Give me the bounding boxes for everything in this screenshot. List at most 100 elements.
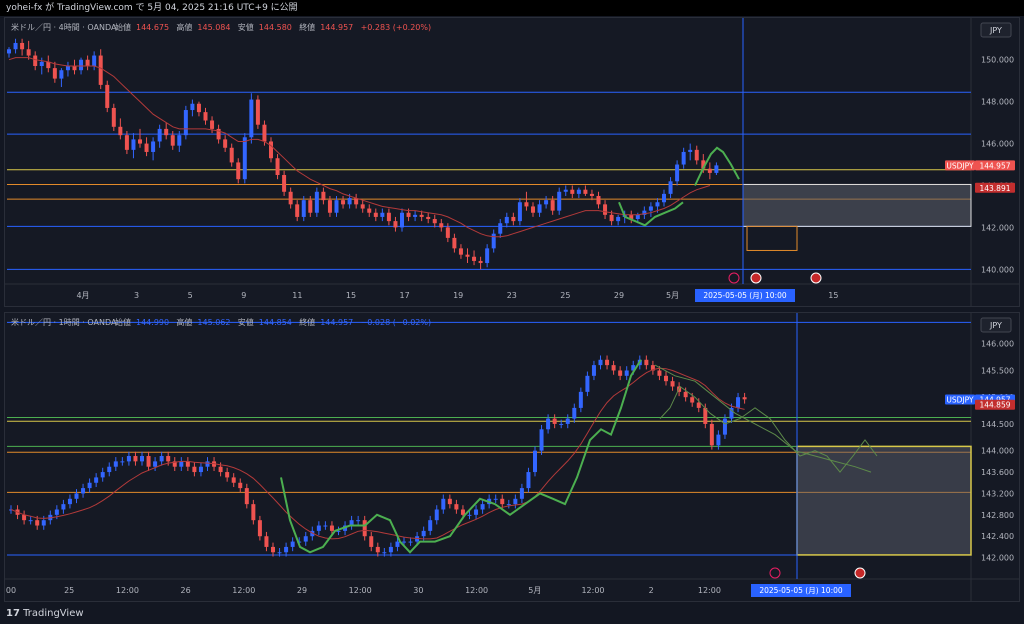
candle-body[interactable]: [225, 472, 230, 478]
candle-body[interactable]: [694, 149, 699, 161]
candle-body[interactable]: [609, 214, 614, 222]
candle-body[interactable]: [474, 509, 479, 515]
candle-body[interactable]: [402, 541, 406, 543]
candle-body[interactable]: [589, 193, 594, 196]
candle-body[interactable]: [434, 509, 439, 521]
candle-body[interactable]: [380, 212, 385, 217]
candle-body[interactable]: [703, 407, 708, 424]
candle-body[interactable]: [262, 124, 267, 142]
candle-body[interactable]: [618, 370, 623, 376]
candle-body[interactable]: [552, 418, 557, 424]
candle-body[interactable]: [203, 112, 208, 121]
candle-body[interactable]: [244, 488, 249, 505]
candle-body[interactable]: [400, 212, 404, 228]
candle-body[interactable]: [460, 509, 465, 515]
candle-body[interactable]: [231, 477, 236, 483]
candle-body[interactable]: [153, 461, 158, 467]
candle-body[interactable]: [100, 472, 105, 478]
candle-body[interactable]: [140, 456, 144, 462]
candle-body[interactable]: [33, 55, 38, 67]
candle-body[interactable]: [349, 520, 354, 526]
candle-body[interactable]: [447, 498, 452, 505]
candle-body[interactable]: [716, 434, 721, 446]
candle-body[interactable]: [118, 126, 123, 136]
candle-body[interactable]: [59, 70, 64, 79]
candle-body[interactable]: [81, 488, 86, 494]
candle-body[interactable]: [544, 200, 549, 205]
candle-body[interactable]: [655, 202, 660, 207]
candle-body[interactable]: [249, 99, 254, 138]
candle-body[interactable]: [572, 407, 577, 419]
candle-body[interactable]: [701, 160, 706, 169]
candle-body[interactable]: [690, 397, 695, 403]
candle-body[interactable]: [557, 191, 562, 211]
candle-body[interactable]: [170, 135, 175, 146]
candle-body[interactable]: [565, 418, 570, 424]
candle-body[interactable]: [485, 248, 490, 264]
candle-body[interactable]: [13, 42, 18, 50]
candle-body[interactable]: [668, 181, 673, 194]
candle-body[interactable]: [229, 147, 234, 163]
candle-body[interactable]: [432, 219, 437, 224]
candle-body[interactable]: [301, 200, 306, 217]
candle-body[interactable]: [511, 216, 516, 222]
candle-body[interactable]: [79, 59, 84, 71]
candle-body[interactable]: [675, 164, 680, 182]
candle-body[interactable]: [500, 498, 505, 505]
candle-body[interactable]: [504, 216, 509, 224]
candle-body[interactable]: [85, 59, 90, 67]
us-flag-event-icon[interactable]: [854, 567, 866, 579]
candle-body[interactable]: [426, 216, 431, 220]
candle-body[interactable]: [216, 128, 221, 140]
candle-body[interactable]: [722, 418, 727, 435]
candle-body[interactable]: [742, 397, 747, 400]
candle-body[interactable]: [736, 397, 741, 408]
candle-body[interactable]: [393, 221, 398, 228]
candle-body[interactable]: [624, 370, 629, 376]
candle-body[interactable]: [303, 536, 308, 542]
candle-body[interactable]: [20, 42, 25, 50]
candle-body[interactable]: [472, 256, 477, 261]
candle-body[interactable]: [445, 227, 450, 238]
candle-body[interactable]: [591, 365, 596, 376]
candle-body[interactable]: [598, 359, 603, 366]
candle-body[interactable]: [218, 466, 223, 473]
candle-body[interactable]: [28, 520, 33, 522]
candle-body[interactable]: [388, 546, 393, 553]
candle-body[interactable]: [151, 141, 156, 152]
candle-body[interactable]: [205, 461, 210, 467]
candle-body[interactable]: [406, 212, 411, 217]
candle-body[interactable]: [67, 498, 72, 505]
lightning-event-icon[interactable]: [728, 272, 740, 284]
candle-body[interactable]: [120, 461, 125, 463]
candle-body[interactable]: [105, 84, 110, 108]
candle-body[interactable]: [52, 68, 57, 79]
candle-body[interactable]: [550, 200, 555, 211]
candle-body[interactable]: [111, 107, 116, 127]
candle-body[interactable]: [362, 520, 367, 537]
currency-button[interactable]: [980, 317, 1012, 333]
candle-body[interactable]: [421, 530, 426, 537]
candle-body[interactable]: [570, 189, 575, 194]
candle-body[interactable]: [277, 552, 282, 554]
candle-body[interactable]: [526, 472, 531, 489]
candle-body[interactable]: [354, 198, 359, 205]
candle-body[interactable]: [650, 365, 655, 371]
candle-body[interactable]: [369, 536, 374, 547]
candle-body[interactable]: [264, 536, 269, 547]
candle-body[interactable]: [386, 212, 391, 222]
candle-body[interactable]: [629, 214, 634, 220]
currency-button[interactable]: [980, 22, 1012, 38]
candle-body[interactable]: [546, 418, 551, 430]
candle-body[interactable]: [39, 61, 44, 67]
candle-body[interactable]: [26, 49, 31, 56]
candle-body[interactable]: [72, 66, 77, 71]
candle-body[interactable]: [465, 254, 470, 257]
candle-body[interactable]: [428, 520, 433, 531]
candle-body[interactable]: [517, 202, 522, 222]
candle-body[interactable]: [375, 546, 380, 553]
candle-body[interactable]: [714, 165, 719, 173]
candle-body[interactable]: [308, 200, 313, 213]
candle-body[interactable]: [275, 158, 280, 176]
candle-body[interactable]: [563, 189, 568, 192]
